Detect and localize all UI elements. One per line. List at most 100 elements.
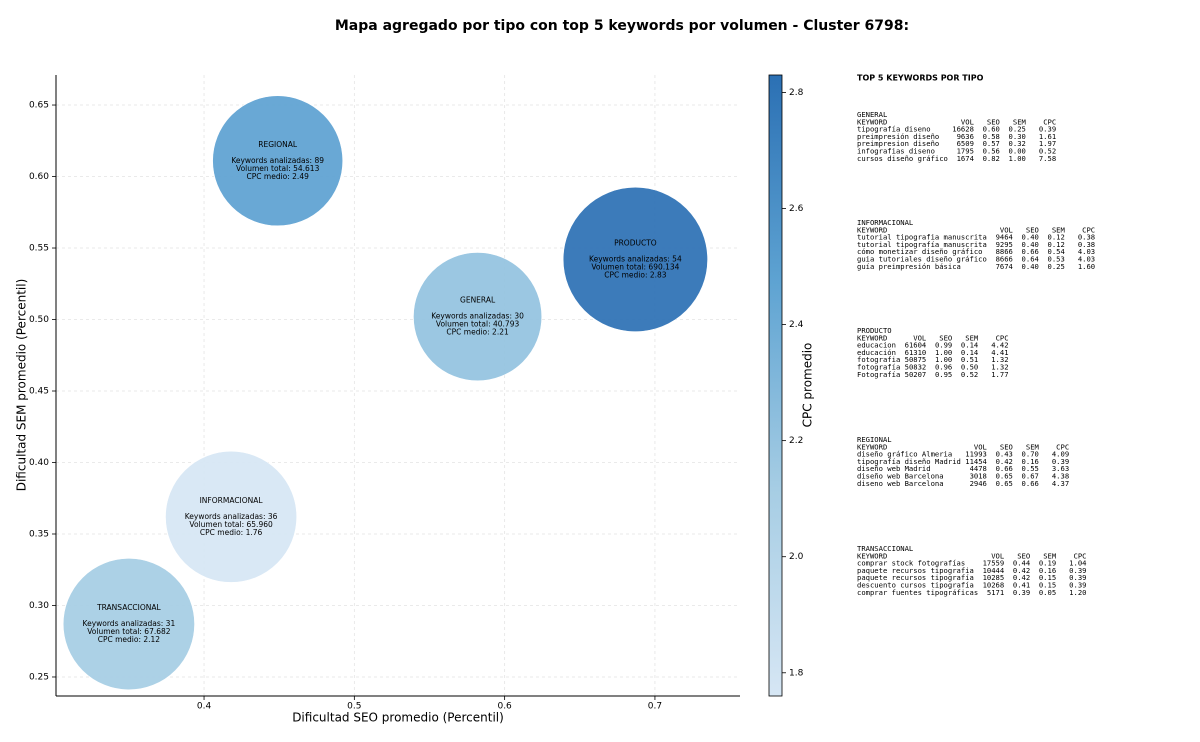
table-cell: 0.96 xyxy=(935,363,952,372)
table-cell: 0.40 xyxy=(1022,233,1039,242)
table-cell: 0.39 xyxy=(1069,581,1086,590)
table-cell: 4.41 xyxy=(991,348,1008,357)
table-cell: 4.38 xyxy=(1052,472,1069,481)
x-tick-label: 0.7 xyxy=(648,702,662,712)
column-header: SEM xyxy=(965,333,979,342)
bubble-label: REGIONAL xyxy=(258,140,298,149)
column-header: SEO xyxy=(1026,225,1039,234)
bubble-annotation: CPC medio: 1.76 xyxy=(200,528,263,537)
colorbar-tick-label: 2.2 xyxy=(789,436,803,446)
table-cell: preimpresion diseño xyxy=(857,139,939,148)
column-header: VOL xyxy=(991,551,1004,560)
table-cell: 9295 xyxy=(996,240,1013,249)
group-title: TRANSACCIONAL xyxy=(857,544,913,553)
table-cell: 1.00 xyxy=(935,348,952,357)
table-cell: 11454 xyxy=(965,457,987,466)
table-cell: tipografía diseno xyxy=(857,125,931,134)
table-cell: 0.38 xyxy=(1078,240,1095,249)
table-cell: tutorial tipografía manuscrita xyxy=(857,240,987,249)
table-cell: 0.44 xyxy=(1013,559,1030,568)
group-title: GENERAL xyxy=(857,110,887,119)
bubble xyxy=(165,450,298,583)
colorbar-tick-label: 2.6 xyxy=(789,204,804,214)
table-cell: 0.05 xyxy=(1039,588,1056,597)
table-cell: diseño gráfico Almeria xyxy=(857,450,952,459)
table-cell: guia tutoriales diseño gráfico xyxy=(857,255,987,264)
table-cell: 0.95 xyxy=(935,370,952,379)
group-title: REGIONAL xyxy=(857,435,892,444)
bubble-label: TRANSACCIONAL xyxy=(96,603,161,612)
table-cell: 3018 xyxy=(970,472,987,481)
table-cell: cómo monetizar diseño gráfico xyxy=(857,247,983,256)
group-title: PRODUCTO xyxy=(857,326,892,335)
y-tick-label: 0.50 xyxy=(29,315,49,325)
column-header: CPC xyxy=(1074,551,1087,560)
table-cell: preimpresión diseño xyxy=(857,132,939,141)
column-header: CPC xyxy=(1043,117,1056,126)
table-cell: 1795 xyxy=(957,147,974,156)
table-cell: cursos diseño gráfico xyxy=(857,154,948,163)
column-header: VOL xyxy=(974,442,987,451)
table-cell: 0.16 xyxy=(1039,566,1056,575)
table-cell: 4.09 xyxy=(1052,450,1069,459)
table-cell: 0.52 xyxy=(1039,147,1056,156)
colorbar-label: CPC promedio xyxy=(801,343,815,428)
bubble-annotation: Volumen total: 690.134 xyxy=(591,262,679,271)
column-header: SEO xyxy=(939,333,952,342)
y-tick-label: 0.40 xyxy=(29,458,49,468)
table-cell: 0.55 xyxy=(1022,464,1039,473)
column-header: SEM xyxy=(1013,117,1027,126)
bubble-annotation: Keywords analizadas: 36 xyxy=(185,512,278,521)
table-cell: 1.32 xyxy=(991,363,1008,372)
table-cell: 1.97 xyxy=(1039,139,1056,148)
column-header: CPC xyxy=(996,333,1009,342)
column-header: CPC xyxy=(1056,442,1069,451)
bubble-annotation: Volumen total: 65.960 xyxy=(189,520,273,529)
bubble-annotation: Keywords analizadas: 89 xyxy=(231,156,324,165)
table-cell: 0.42 xyxy=(1013,566,1030,575)
table-cell: 50832 xyxy=(905,363,927,372)
table-cell: 0.41 xyxy=(1013,581,1030,590)
table-cell: 0.53 xyxy=(1048,255,1065,264)
y-tick-label: 0.55 xyxy=(29,244,49,254)
table-cell: 0.30 xyxy=(1009,132,1026,141)
table-cell: 16628 xyxy=(952,125,974,134)
bubble-annotation: Keywords analizadas: 31 xyxy=(83,619,176,628)
table-cell: 0.57 xyxy=(983,139,1000,148)
table-cell: 50207 xyxy=(905,370,927,379)
bubble-label: INFORMACIONAL xyxy=(200,496,264,505)
bubble-annotation: CPC medio: 2.12 xyxy=(98,635,161,644)
table-cell: 9464 xyxy=(996,233,1013,242)
table-cell: 0.65 xyxy=(996,479,1013,488)
table-cell: 0.12 xyxy=(1048,233,1065,242)
table-cell: 4.03 xyxy=(1078,247,1095,256)
column-header: SEM xyxy=(1043,551,1057,560)
table-cell: 0.66 xyxy=(1022,479,1039,488)
table-cell: 0.39 xyxy=(1039,125,1056,134)
table-cell: 0.82 xyxy=(983,154,1000,163)
column-header: SEM xyxy=(1026,442,1040,451)
table-cell: tipografía diseño Madrid xyxy=(857,457,961,466)
bubble-label: PRODUCTO xyxy=(614,238,657,247)
column-header: VOL xyxy=(1000,225,1013,234)
bubble xyxy=(413,252,543,382)
table-cell: tutorial tipografia manuscrita xyxy=(857,233,987,242)
table-cell: 0.15 xyxy=(1039,573,1056,582)
table-cell: 0.52 xyxy=(961,370,978,379)
bubble-annotation: CPC medio: 2.49 xyxy=(247,172,310,181)
table-cell: 11993 xyxy=(965,450,987,459)
table-cell: diseño web Madrid xyxy=(857,464,931,473)
colorbar-tick-label: 2.4 xyxy=(789,320,804,330)
table-cell: 0.32 xyxy=(1009,139,1026,148)
panel-title: TOP 5 KEYWORDS POR TIPO xyxy=(857,74,984,83)
table-cell: 1.61 xyxy=(1039,132,1056,141)
table-cell: 0.65 xyxy=(996,472,1013,481)
table-cell: 7674 xyxy=(996,262,1013,271)
table-cell: 1.00 xyxy=(935,355,952,364)
table-cell: 0.40 xyxy=(1022,240,1039,249)
table-cell: 0.54 xyxy=(1048,247,1065,256)
table-cell: 8866 xyxy=(996,247,1013,256)
column-header: KEYWORD xyxy=(857,117,887,126)
